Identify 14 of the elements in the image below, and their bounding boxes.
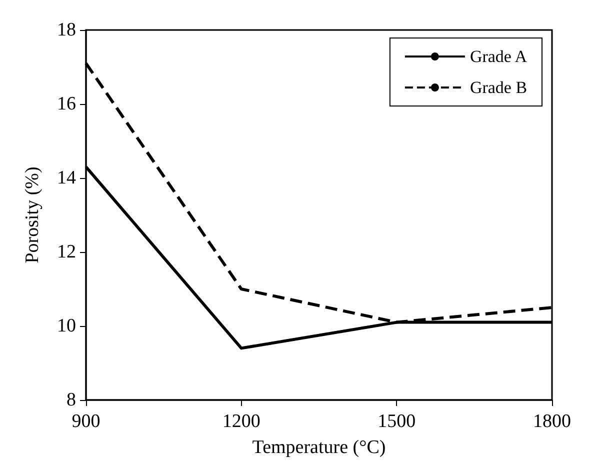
- x-tick-label: 1200: [222, 411, 260, 432]
- x-tick-label: 1800: [533, 411, 571, 432]
- x-tick-label: 1500: [378, 411, 416, 432]
- x-axis-title: Temperature (°C): [252, 437, 386, 458]
- legend-label: Grade A: [470, 47, 528, 66]
- y-tick-label: 10: [57, 316, 76, 336]
- x-tick-label: 900: [72, 411, 100, 432]
- y-axis-title: Porosity (%): [22, 166, 43, 264]
- y-tick-label: 16: [57, 94, 76, 114]
- y-tick-label: 18: [57, 20, 76, 40]
- y-tick-label: 14: [57, 168, 76, 188]
- legend-label: Grade B: [470, 78, 528, 97]
- y-tick-label: 12: [57, 242, 76, 262]
- y-tick-label: 8: [66, 390, 76, 410]
